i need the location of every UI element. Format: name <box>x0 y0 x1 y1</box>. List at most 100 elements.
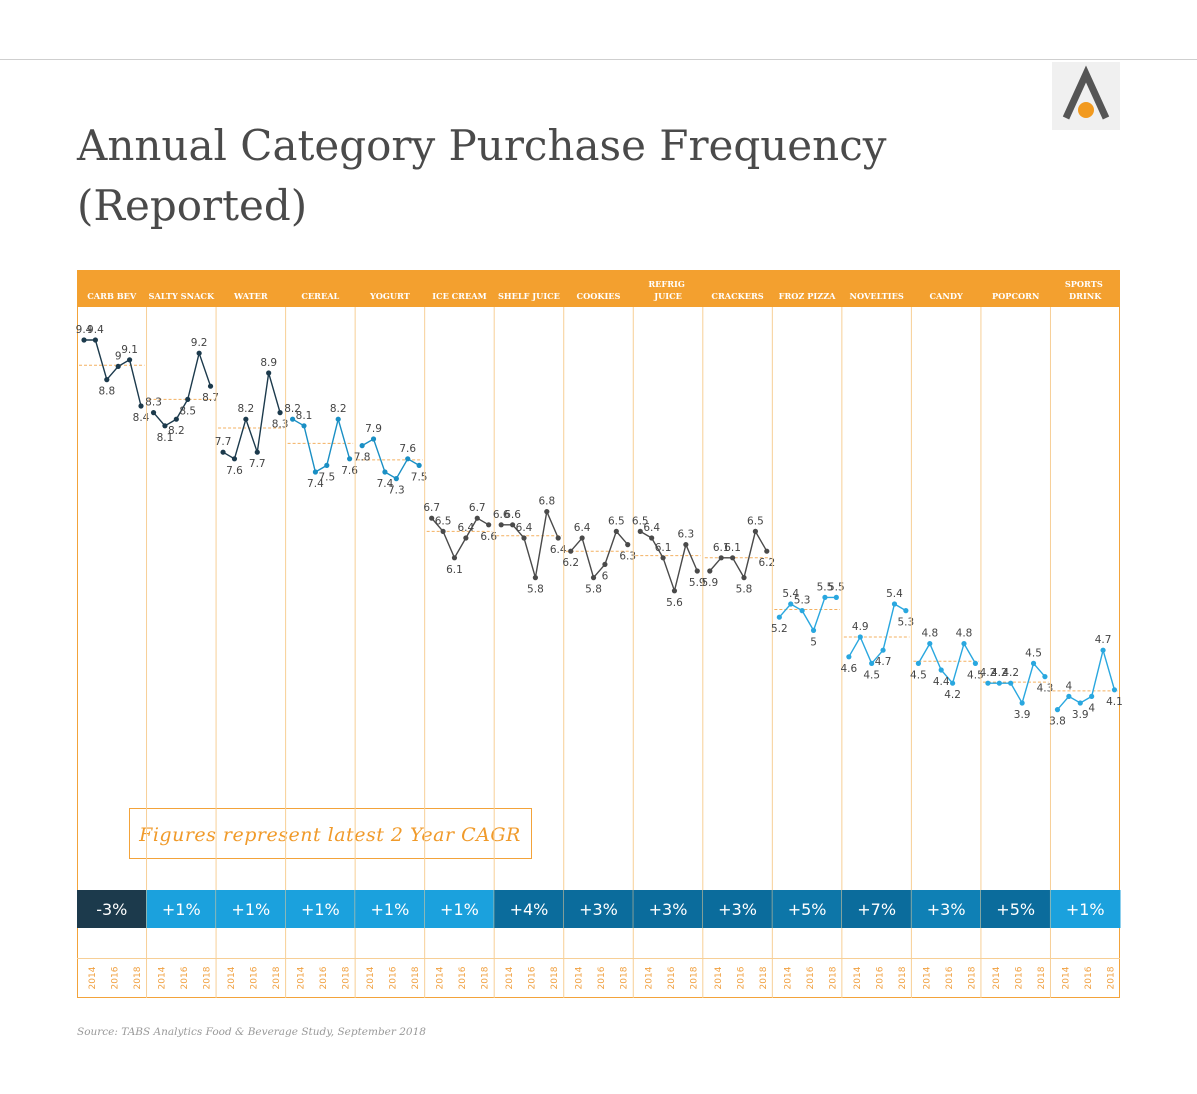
point <box>301 423 307 429</box>
year-label: 2014 <box>644 966 654 989</box>
year-label: 2018 <box>550 966 560 989</box>
point <box>1089 693 1095 700</box>
cagr-label: +4% <box>510 900 549 919</box>
cagr-label: +5% <box>788 900 827 919</box>
year-label: 2016 <box>250 966 260 989</box>
point <box>207 383 214 389</box>
year-label: 2014 <box>714 966 724 989</box>
data-label: 5.5 <box>828 581 845 593</box>
data-label: 4.5 <box>910 669 927 681</box>
data-label: 4.5 <box>967 669 984 681</box>
point <box>127 357 133 363</box>
cagr-label: +1% <box>1066 900 1105 919</box>
cagr-cell <box>355 890 426 928</box>
column-header: SHELF JUICE <box>498 291 560 301</box>
year-label: 2014 <box>297 966 307 989</box>
data-label: 7.4 <box>307 478 324 490</box>
point <box>312 469 318 475</box>
cagr-label: +5% <box>996 900 1035 919</box>
point <box>544 509 550 515</box>
data-label: 9.1 <box>121 344 138 356</box>
point <box>985 680 991 686</box>
data-label: 8.4 <box>133 412 150 424</box>
point <box>324 462 330 468</box>
data-label: 9.2 <box>191 337 208 349</box>
point <box>266 370 272 376</box>
point <box>173 416 179 422</box>
point <box>474 515 480 521</box>
cagr-label: +1% <box>231 900 270 919</box>
point <box>671 588 678 594</box>
column-header: CANDY <box>930 291 963 301</box>
point <box>903 608 909 614</box>
point <box>196 350 202 356</box>
year-label: 2016 <box>458 966 468 989</box>
series-line <box>153 350 212 427</box>
point <box>568 548 574 554</box>
data-label: 5.8 <box>585 584 602 596</box>
point <box>718 555 724 561</box>
data-label: 6.3 <box>678 529 695 541</box>
point <box>776 614 782 620</box>
point <box>938 667 944 673</box>
cagr-label: +3% <box>718 900 757 919</box>
year-label: 2014 <box>505 966 515 989</box>
data-label: 4.5 <box>863 669 880 681</box>
data-label: 4.6 <box>841 663 858 675</box>
data-label: 6.6 <box>493 509 510 521</box>
point <box>822 594 828 601</box>
data-label: 8.3 <box>272 419 289 431</box>
point <box>880 647 886 653</box>
cagr-cell <box>633 890 704 928</box>
data-label: 4.2 <box>980 667 997 679</box>
data-label: 7.8 <box>354 452 371 464</box>
year-label: 2018 <box>133 966 143 989</box>
data-label: 4.7 <box>1095 634 1112 646</box>
point <box>486 522 492 528</box>
logo <box>1052 62 1120 130</box>
year-label: 2016 <box>667 966 677 989</box>
year-label: 2018 <box>411 966 421 989</box>
year-label: 2018 <box>620 966 630 989</box>
data-label: 5.4 <box>782 588 799 600</box>
point <box>857 634 863 640</box>
year-label: 2014 <box>853 966 863 989</box>
cagr-cell <box>980 890 1051 928</box>
data-label: 8.2 <box>330 403 347 415</box>
data-label: 6.2 <box>562 557 579 569</box>
cagr-label: -3% <box>96 900 127 919</box>
cagr-label: +1% <box>440 900 479 919</box>
column-header: CRACKERS <box>711 291 763 301</box>
point <box>996 680 1002 686</box>
data-label: 6.1 <box>446 564 463 576</box>
series-line <box>709 529 768 580</box>
data-label: 7.3 <box>388 485 405 497</box>
column-header: CEREAL <box>301 291 339 301</box>
series-line <box>917 641 977 685</box>
point <box>231 456 238 462</box>
data-label: 6.1 <box>713 542 730 554</box>
data-label: 5.3 <box>794 595 811 607</box>
point <box>810 627 817 634</box>
point <box>162 423 168 429</box>
year-label: 2016 <box>875 966 885 989</box>
point <box>613 528 619 535</box>
point <box>1030 660 1037 667</box>
year-label: 2018 <box>689 966 699 989</box>
data-label: 4.1 <box>1106 696 1123 708</box>
cagr-cell <box>911 890 982 928</box>
point <box>915 660 922 667</box>
point <box>382 469 388 475</box>
point <box>625 542 631 548</box>
data-label: 8.2 <box>284 403 301 415</box>
point <box>81 337 87 343</box>
point <box>498 522 504 528</box>
year-label: 2016 <box>111 966 121 989</box>
data-label: 6.4 <box>574 522 591 534</box>
point <box>440 528 446 535</box>
cagr-cell <box>285 890 356 928</box>
data-label: 6.4 <box>516 522 533 534</box>
point <box>741 575 747 581</box>
data-label: 8.8 <box>98 386 115 398</box>
